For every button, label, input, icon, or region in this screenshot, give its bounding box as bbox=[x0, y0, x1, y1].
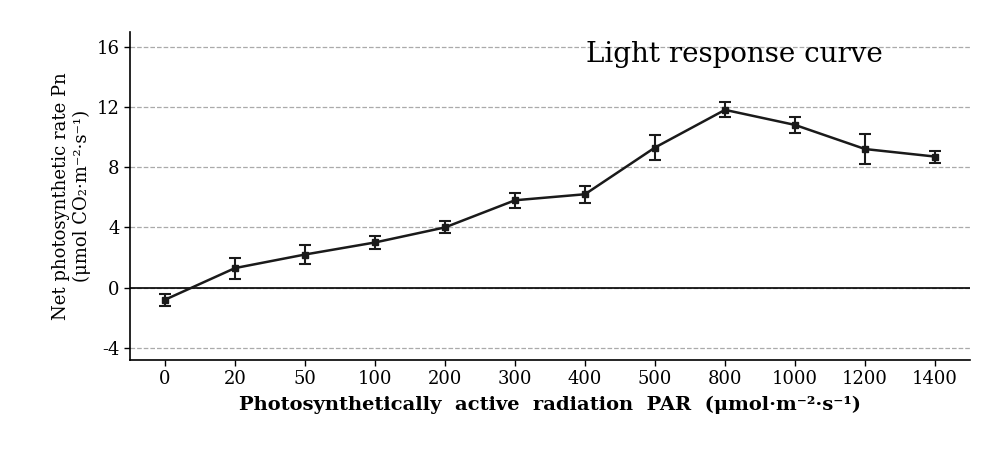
Y-axis label: Net photosynthetic rate Pn
(μmol CO₂·m⁻²·s⁻¹): Net photosynthetic rate Pn (μmol CO₂·m⁻²… bbox=[52, 72, 91, 320]
Title: Light response curve: Light response curve bbox=[586, 41, 883, 68]
X-axis label: Photosynthetically  active  radiation  PAR  (μmol·m⁻²·s⁻¹): Photosynthetically active radiation PAR … bbox=[239, 396, 861, 414]
